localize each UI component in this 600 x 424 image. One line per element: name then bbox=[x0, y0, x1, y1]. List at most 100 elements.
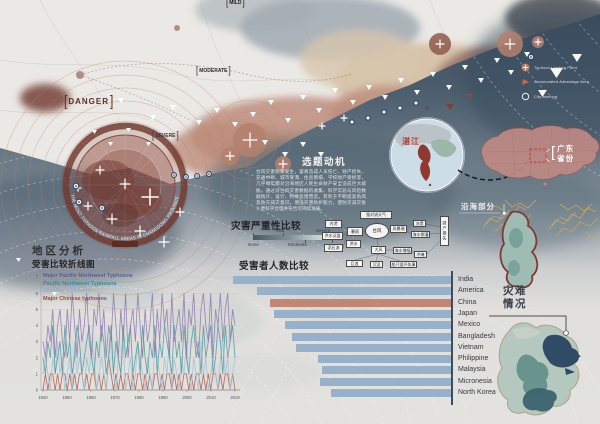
x-tick-label: 1960 bbox=[86, 395, 96, 400]
scale-label-moderate: Moderate bbox=[288, 242, 308, 247]
scale-label-none: None bbox=[248, 242, 259, 247]
region-subtitle: 受害比较折线图 bbox=[32, 259, 96, 269]
x-tick-label: 2010 bbox=[206, 395, 216, 400]
flow-node-surge: 风暴潮 bbox=[390, 225, 407, 233]
flow-node-b1: 巨浪 bbox=[346, 260, 363, 267]
line-legend-item: Pacific Northwest Typhoons bbox=[43, 280, 117, 287]
x-tick-label: 1970 bbox=[110, 395, 120, 400]
bar-row: Japan bbox=[232, 309, 532, 318]
coastal-label: 沿海部分 bbox=[461, 202, 495, 211]
series-pacific-northwest-typhoons bbox=[42, 325, 236, 374]
bar-category-label: Philippine bbox=[458, 355, 489, 363]
bar-row: Micronesia bbox=[232, 377, 532, 386]
bar-bangladesh bbox=[292, 332, 451, 341]
map-legend-label: Accumulated Advantage Area bbox=[534, 80, 590, 84]
bar-japan bbox=[274, 309, 451, 318]
bar-category-label: China bbox=[458, 298, 477, 306]
motivation-body: 台风灾害频繁发生，容易造成人员伤亡、财产损失、交通中断、城市受淹、住房倒塌、学校… bbox=[256, 169, 366, 212]
flow-node-left1: 内涝 bbox=[325, 220, 342, 228]
flowchart-connectors bbox=[341, 219, 441, 262]
landing-point-circles bbox=[74, 31, 544, 248]
scale-tick bbox=[283, 233, 284, 236]
severity-scale-bar bbox=[253, 235, 333, 240]
bar-category-label: Micronesia bbox=[458, 377, 492, 385]
map-legend-label: Typhoon Landing Point bbox=[534, 65, 578, 70]
line-chart-legend: Major Pacific Northwest Typhoons Pacific … bbox=[43, 273, 133, 303]
line-legend-item: Major Pacific Northwest Typhoons bbox=[43, 273, 133, 279]
series-major-chinese-typhoons bbox=[42, 357, 236, 391]
flow-node-rain: 暴雨 bbox=[347, 227, 363, 236]
bracket-icon: ] bbox=[110, 92, 114, 110]
landing-point-icon bbox=[521, 63, 530, 72]
map-legend: Typhoon Landing Point Accumulated Advanta… bbox=[521, 63, 599, 107]
zone-label-moderate: [MODERATE] bbox=[196, 64, 231, 77]
victims-bar-chart: India America China Japan Mexico Bangladesh Vi… bbox=[232, 273, 532, 407]
bracket-icon: [ bbox=[551, 144, 556, 161]
y-tick-label: 4 bbox=[36, 323, 39, 328]
zone-label-mild: [MILD] bbox=[226, 0, 245, 9]
rose-curved-text: THE MOST TYPHOON RAINFALL AREAS IN GUANG… bbox=[70, 194, 180, 241]
bar-malaysia bbox=[322, 366, 451, 375]
bar-vietnam bbox=[296, 343, 451, 352]
bar-category-label: Bangladesh bbox=[458, 332, 495, 340]
bracket-icon: [ bbox=[64, 92, 68, 110]
rose-spokes bbox=[66, 126, 184, 244]
china-locator-map bbox=[481, 125, 600, 186]
map-legend-item: City warning bbox=[521, 92, 599, 101]
y-tick-label: 7 bbox=[36, 275, 39, 280]
scale-tick bbox=[253, 233, 254, 236]
bar-america bbox=[257, 287, 451, 296]
scale-label-severe: Severe bbox=[316, 228, 331, 233]
victims-title: 受害者人数比较 bbox=[239, 261, 310, 272]
risk-shaded-regions bbox=[20, 0, 600, 178]
line-legend-item: Major Chinese typhoons bbox=[43, 295, 107, 302]
scale-tick bbox=[332, 240, 333, 243]
flow-node-r2: 海水倒灌 bbox=[411, 231, 430, 238]
bar-category-label: Japan bbox=[458, 309, 478, 317]
motivation-title: 选题动机 bbox=[302, 157, 347, 168]
bar-row: India bbox=[232, 276, 532, 284]
bar-row: Philippine bbox=[232, 355, 532, 364]
x-tick-label: 1990 bbox=[158, 395, 168, 400]
flow-node-wind: 大风 bbox=[371, 246, 386, 254]
bar-china bbox=[270, 298, 451, 307]
advantage-area-icon bbox=[522, 79, 529, 85]
bar-row: Bangladesh bbox=[232, 332, 532, 341]
city-warning-icon bbox=[521, 92, 530, 101]
map-legend-item: Typhoon Landing Point bbox=[521, 63, 599, 72]
bar-chart-axis bbox=[451, 271, 453, 405]
bar-row: America bbox=[232, 287, 532, 296]
y-tick-label: 1 bbox=[36, 371, 39, 376]
y-tick-label: 6 bbox=[36, 291, 39, 296]
y-tick-label: 2 bbox=[36, 355, 39, 360]
disaster-label: 灾难 情况 bbox=[503, 285, 527, 310]
bar-north-korea bbox=[331, 389, 451, 397]
series-chinese-typhoons bbox=[42, 341, 236, 391]
bar-micronesia bbox=[320, 377, 451, 386]
x-tick-label: 1940 bbox=[38, 395, 48, 400]
bar-mexico bbox=[285, 321, 451, 330]
y-tick-label: 5 bbox=[36, 307, 39, 312]
province-ref-label: [ 广东 省份 bbox=[551, 144, 575, 163]
bar-row: North Korea bbox=[232, 389, 532, 397]
bar-category-label: Vietnam bbox=[458, 343, 484, 351]
bar-philippine bbox=[318, 355, 451, 364]
land bbox=[0, 0, 600, 184]
bar-row: Mexico bbox=[232, 321, 532, 330]
sea-depth bbox=[0, 8, 600, 290]
flow-node-r3: 海水增幅 bbox=[393, 247, 412, 254]
map-legend-label: City warning bbox=[534, 94, 558, 99]
y-tick-label: 0 bbox=[36, 388, 39, 393]
y-tick-label: 3 bbox=[36, 339, 39, 344]
gold-network bbox=[482, 199, 599, 239]
inset-city-label: 湛江 bbox=[402, 137, 420, 146]
route-links bbox=[76, 25, 429, 121]
bar-row: China bbox=[232, 298, 532, 307]
flow-node-flood: 洪水 bbox=[346, 240, 361, 248]
flow-node-center: 台风 bbox=[365, 223, 389, 239]
bar-category-label: North Korea bbox=[458, 389, 496, 396]
region-title: 地区分析 bbox=[32, 245, 86, 257]
bar-category-label: Malaysia bbox=[458, 366, 486, 374]
bar-india bbox=[233, 276, 451, 284]
